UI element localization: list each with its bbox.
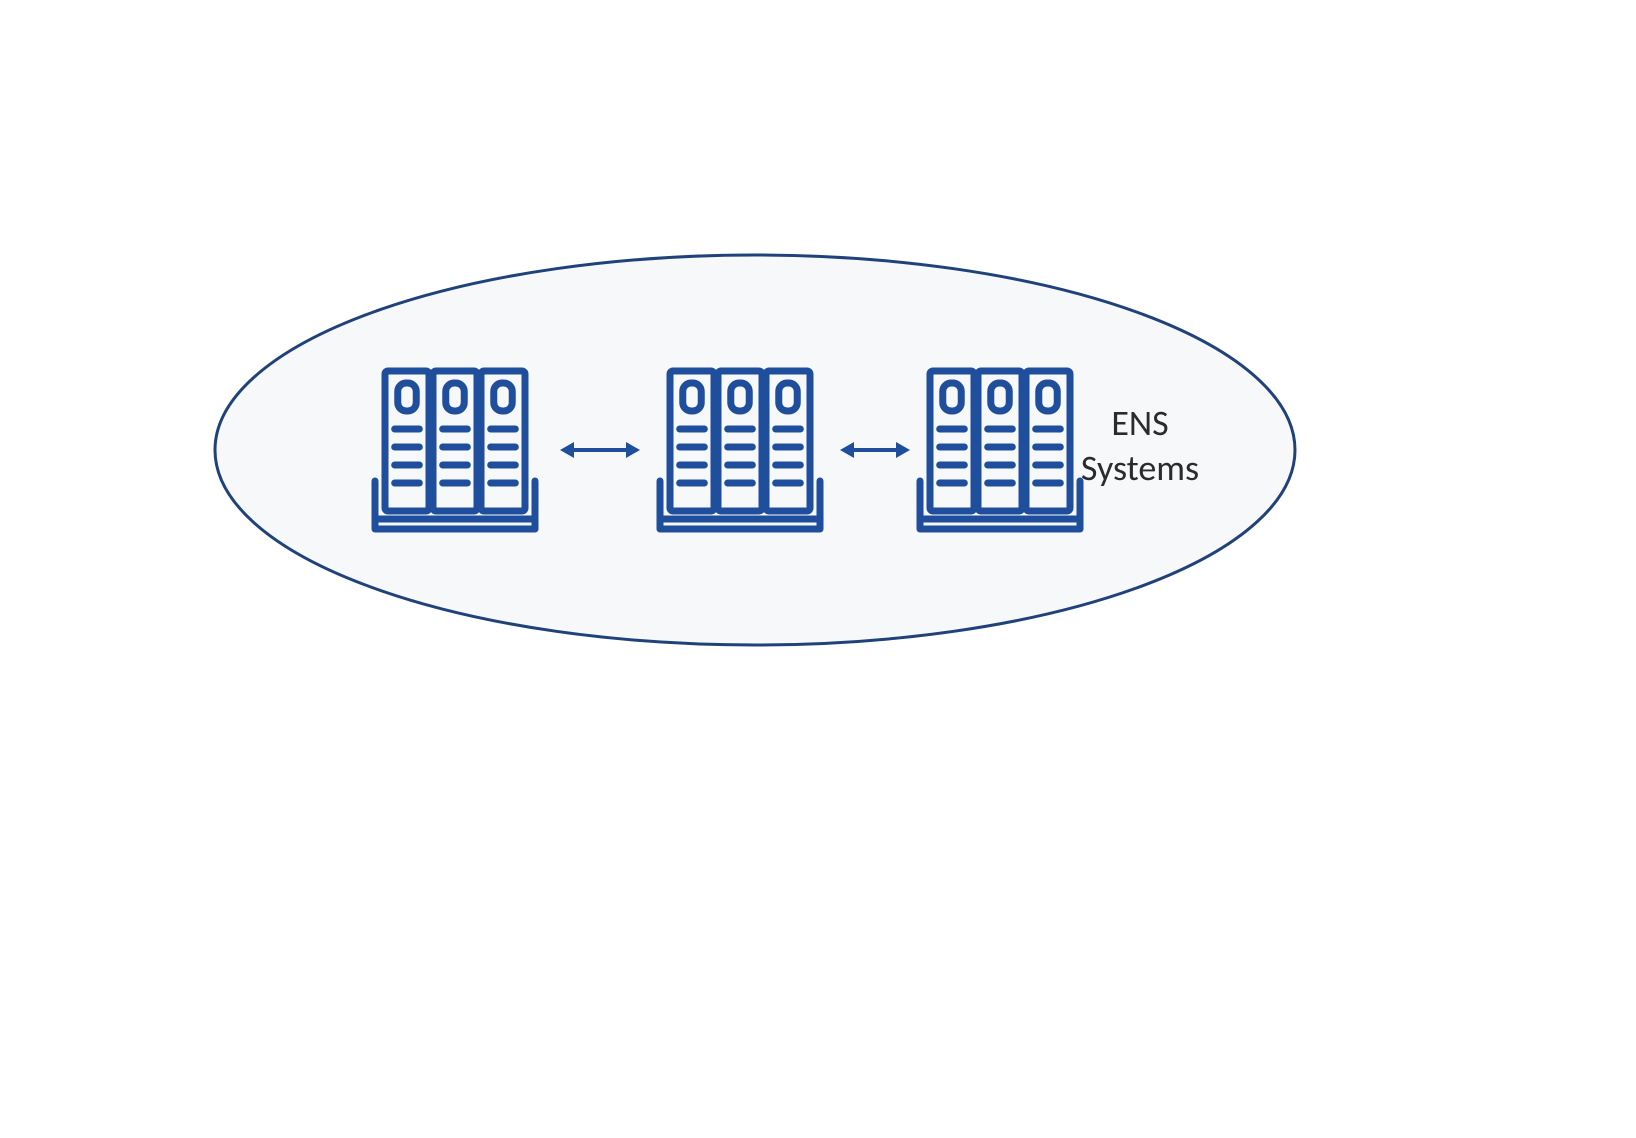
ens-label-line2: Systems — [1060, 446, 1220, 490]
diagram-svg — [0, 0, 1636, 1138]
ens-label-line1: ENS — [1060, 401, 1220, 445]
diagram-canvas: ENS Systems — [0, 0, 1636, 1138]
